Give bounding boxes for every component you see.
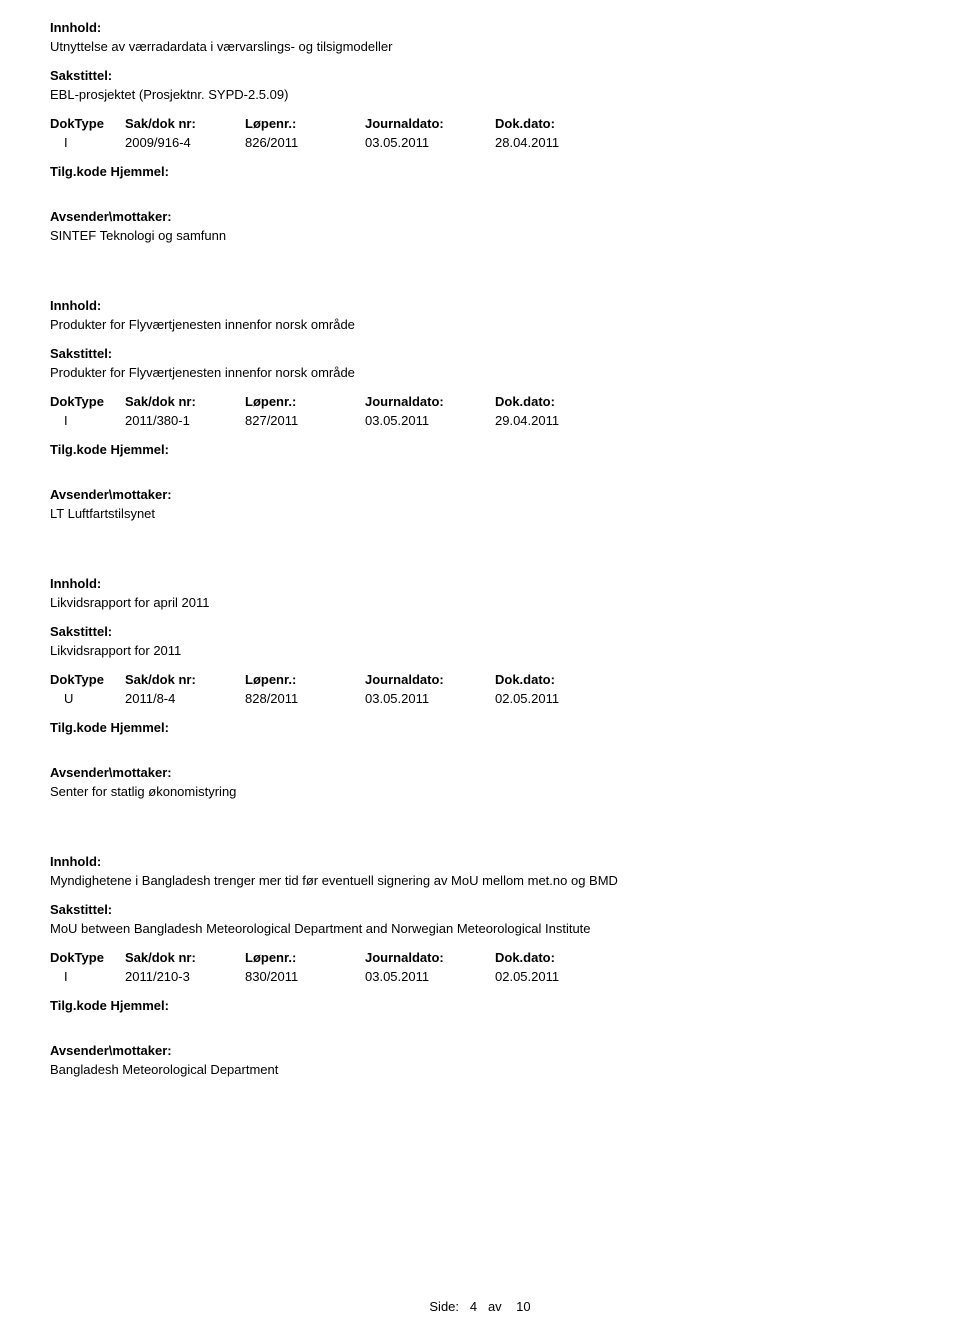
tilgkode-row: Tilg.kode Hjemmel: [50, 998, 910, 1013]
record: Innhold: Myndighetene i Bangladesh treng… [50, 854, 910, 1077]
innhold-value: Produkter for Flyværtjenesten innenfor n… [50, 317, 910, 332]
innhold-value: Likvidsrapport for april 2011 [50, 595, 910, 610]
sakstittel-value: EBL-prosjektet (Prosjektnr. SYPD-2.5.09) [50, 87, 910, 102]
table-header: DokType Sak/dok nr: Løpenr.: Journaldato… [50, 116, 910, 131]
page-footer: Side: 4 av 10 [0, 1299, 960, 1314]
lopenr-value: 828/2011 [245, 691, 365, 706]
table-header: DokType Sak/dok nr: Løpenr.: Journaldato… [50, 394, 910, 409]
table-header: DokType Sak/dok nr: Løpenr.: Journaldato… [50, 950, 910, 965]
avsender-value: Bangladesh Meteorological Department [50, 1062, 910, 1077]
dokdato-value: 29.04.2011 [495, 413, 615, 428]
innhold-label: Innhold: [50, 854, 910, 869]
innhold-label: Innhold: [50, 298, 910, 313]
doktype-value: I [50, 135, 125, 150]
journaldato-header: Journaldato: [365, 672, 495, 687]
doktype-header: DokType [50, 672, 125, 687]
innhold-label: Innhold: [50, 20, 910, 35]
tilgkode-row: Tilg.kode Hjemmel: [50, 442, 910, 457]
tilgkode-label: Tilg.kode [50, 442, 107, 457]
table-row: I 2011/380-1 827/2011 03.05.2011 29.04.2… [50, 413, 910, 428]
saknr-header: Sak/dok nr: [125, 950, 245, 965]
saknr-header: Sak/dok nr: [125, 394, 245, 409]
journaldato-value: 03.05.2011 [365, 135, 495, 150]
journaldato-header: Journaldato: [365, 950, 495, 965]
avsender-label: Avsender\mottaker: [50, 1043, 910, 1058]
table-row: I 2009/916-4 826/2011 03.05.2011 28.04.2… [50, 135, 910, 150]
sakstittel-label: Sakstittel: [50, 68, 910, 83]
doktype-header: DokType [50, 394, 125, 409]
doktype-value: U [50, 691, 125, 706]
table-row: U 2011/8-4 828/2011 03.05.2011 02.05.201… [50, 691, 910, 706]
innhold-value: Myndighetene i Bangladesh trenger mer ti… [50, 873, 910, 888]
footer-separator: av [488, 1299, 502, 1314]
footer-total: 10 [516, 1299, 530, 1314]
innhold-label: Innhold: [50, 576, 910, 591]
dokdato-header: Dok.dato: [495, 950, 615, 965]
record: Innhold: Likvidsrapport for april 2011 S… [50, 576, 910, 799]
doktype-value: I [50, 413, 125, 428]
table-row: I 2011/210-3 830/2011 03.05.2011 02.05.2… [50, 969, 910, 984]
hjemmel-label: Hjemmel: [110, 998, 169, 1013]
lopenr-value: 826/2011 [245, 135, 365, 150]
lopenr-header: Løpenr.: [245, 394, 365, 409]
sakstittel-label: Sakstittel: [50, 624, 910, 639]
innhold-value: Utnyttelse av værradardata i værvarsling… [50, 39, 910, 54]
sakstittel-label: Sakstittel: [50, 902, 910, 917]
table-header: DokType Sak/dok nr: Løpenr.: Journaldato… [50, 672, 910, 687]
dokdato-header: Dok.dato: [495, 116, 615, 131]
saknr-header: Sak/dok nr: [125, 116, 245, 131]
lopenr-value: 827/2011 [245, 413, 365, 428]
saknr-value: 2009/916-4 [125, 135, 245, 150]
doktype-header: DokType [50, 116, 125, 131]
sakstittel-value: MoU between Bangladesh Meteorological De… [50, 921, 910, 936]
avsender-value: SINTEF Teknologi og samfunn [50, 228, 910, 243]
hjemmel-label: Hjemmel: [110, 720, 169, 735]
saknr-value: 2011/380-1 [125, 413, 245, 428]
saknr-value: 2011/210-3 [125, 969, 245, 984]
tilgkode-label: Tilg.kode [50, 720, 107, 735]
lopenr-header: Løpenr.: [245, 116, 365, 131]
journaldato-value: 03.05.2011 [365, 969, 495, 984]
lopenr-header: Løpenr.: [245, 672, 365, 687]
journaldato-value: 03.05.2011 [365, 413, 495, 428]
dokdato-value: 28.04.2011 [495, 135, 615, 150]
footer-label: Side: [429, 1299, 459, 1314]
tilgkode-row: Tilg.kode Hjemmel: [50, 720, 910, 735]
sakstittel-label: Sakstittel: [50, 346, 910, 361]
dokdato-header: Dok.dato: [495, 394, 615, 409]
avsender-label: Avsender\mottaker: [50, 487, 910, 502]
tilgkode-label: Tilg.kode [50, 164, 107, 179]
avsender-value: Senter for statlig økonomistyring [50, 784, 910, 799]
journaldato-header: Journaldato: [365, 394, 495, 409]
dokdato-value: 02.05.2011 [495, 969, 615, 984]
avsender-label: Avsender\mottaker: [50, 765, 910, 780]
sakstittel-value: Likvidsrapport for 2011 [50, 643, 910, 658]
journaldato-header: Journaldato: [365, 116, 495, 131]
doktype-header: DokType [50, 950, 125, 965]
saknr-value: 2011/8-4 [125, 691, 245, 706]
journaldato-value: 03.05.2011 [365, 691, 495, 706]
doktype-value: I [50, 969, 125, 984]
record: Innhold: Produkter for Flyværtjenesten i… [50, 298, 910, 521]
hjemmel-label: Hjemmel: [110, 442, 169, 457]
avsender-value: LT Luftfartstilsynet [50, 506, 910, 521]
lopenr-value: 830/2011 [245, 969, 365, 984]
footer-current: 4 [470, 1299, 477, 1314]
avsender-label: Avsender\mottaker: [50, 209, 910, 224]
dokdato-value: 02.05.2011 [495, 691, 615, 706]
sakstittel-value: Produkter for Flyværtjenesten innenfor n… [50, 365, 910, 380]
hjemmel-label: Hjemmel: [110, 164, 169, 179]
dokdato-header: Dok.dato: [495, 672, 615, 687]
saknr-header: Sak/dok nr: [125, 672, 245, 687]
tilgkode-row: Tilg.kode Hjemmel: [50, 164, 910, 179]
record: Innhold: Utnyttelse av værradardata i væ… [50, 20, 910, 243]
lopenr-header: Løpenr.: [245, 950, 365, 965]
tilgkode-label: Tilg.kode [50, 998, 107, 1013]
